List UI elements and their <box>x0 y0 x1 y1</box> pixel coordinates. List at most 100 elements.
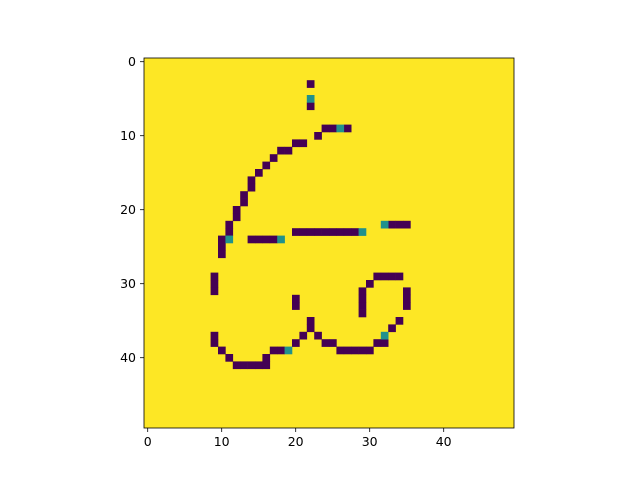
stroke-pixel <box>314 331 322 340</box>
stroke-pixel <box>336 346 345 355</box>
stroke-pixel <box>336 228 345 236</box>
stroke-pixel <box>262 361 271 370</box>
stroke-pixel <box>210 272 219 281</box>
mid-value-pixel <box>284 346 293 355</box>
stroke-pixel <box>306 317 315 325</box>
stroke-pixel <box>329 124 337 133</box>
stroke-pixel <box>380 272 389 281</box>
stroke-pixel <box>321 228 330 236</box>
stroke-pixel <box>247 235 256 244</box>
stroke-pixel <box>292 294 300 303</box>
stroke-pixel <box>225 228 234 236</box>
y-tick-label: 0 <box>128 54 136 69</box>
stroke-pixel <box>373 272 382 281</box>
stroke-pixel <box>255 361 263 370</box>
stroke-pixel <box>240 361 248 370</box>
stroke-pixel <box>262 161 271 170</box>
y-tick-label: 30 <box>120 276 136 291</box>
stroke-pixel <box>299 331 308 340</box>
stroke-pixel <box>232 213 241 222</box>
mid-value-pixel <box>358 228 367 236</box>
stroke-pixel <box>232 206 241 214</box>
stroke-pixel <box>306 102 315 111</box>
mid-value-pixel <box>225 235 234 244</box>
stroke-pixel <box>240 191 248 199</box>
stroke-pixel <box>306 80 315 88</box>
stroke-pixel <box>321 124 330 133</box>
mid-value-pixel <box>380 220 389 229</box>
stroke-pixel <box>277 146 285 155</box>
plot-area <box>143 57 515 429</box>
mid-value-pixel <box>336 124 345 133</box>
x-tick-label: 20 <box>288 434 304 449</box>
stroke-pixel <box>218 243 226 251</box>
stroke-pixel <box>210 331 219 340</box>
stroke-pixel <box>343 124 352 133</box>
stroke-pixel <box>225 354 234 362</box>
stroke-pixel <box>329 339 337 347</box>
stroke-pixel <box>210 339 219 347</box>
stroke-pixel <box>395 317 404 325</box>
stroke-pixel <box>388 324 396 333</box>
y-tick-label: 40 <box>120 350 136 365</box>
stroke-pixel <box>351 228 359 236</box>
x-tick-label: 0 <box>144 434 152 449</box>
stroke-pixel <box>343 228 352 236</box>
stroke-pixel <box>343 346 352 355</box>
stroke-pixel <box>314 132 322 140</box>
stroke-pixel <box>306 228 315 236</box>
stroke-pixel <box>292 302 300 310</box>
stroke-pixel <box>262 354 271 362</box>
stroke-pixel <box>218 235 226 244</box>
stroke-pixel <box>321 339 330 347</box>
stroke-pixel <box>380 339 389 347</box>
stroke-pixel <box>210 280 219 288</box>
y-tick-label: 20 <box>120 202 136 217</box>
stroke-pixel <box>232 361 241 370</box>
stroke-pixel <box>395 220 404 229</box>
stroke-pixel <box>403 294 411 303</box>
stroke-pixel <box>373 339 382 347</box>
stroke-pixel <box>284 146 293 155</box>
stroke-pixel <box>210 287 219 296</box>
stroke-pixel <box>262 235 271 244</box>
stroke-pixel <box>403 220 411 229</box>
stroke-pixel <box>247 183 256 192</box>
mid-value-pixel <box>380 331 389 340</box>
stroke-pixel <box>269 154 278 162</box>
stroke-pixel <box>388 272 396 281</box>
stroke-pixel <box>292 339 300 347</box>
stroke-pixel <box>292 139 300 148</box>
stroke-pixel <box>358 302 367 310</box>
stroke-pixel <box>255 169 263 177</box>
stroke-pixel <box>366 346 374 355</box>
stroke-pixel <box>247 361 256 370</box>
stroke-pixel <box>269 346 278 355</box>
stroke-pixel <box>395 272 404 281</box>
x-axis: 0 10 20 30 40 <box>144 428 452 449</box>
stroke-pixel <box>247 176 256 185</box>
x-tick-label: 40 <box>436 434 452 449</box>
stroke-pixel <box>329 228 337 236</box>
stroke-pixel <box>255 235 263 244</box>
stroke-pixel <box>403 302 411 310</box>
x-tick-label: 10 <box>214 434 230 449</box>
stroke-pixel <box>299 139 308 148</box>
x-tick-label: 30 <box>362 434 378 449</box>
mid-value-pixel <box>306 95 315 103</box>
stroke-pixel <box>277 346 285 355</box>
stroke-pixel <box>358 309 367 318</box>
stroke-pixel <box>314 228 322 236</box>
stroke-pixel <box>351 346 359 355</box>
image-background <box>144 58 514 428</box>
stroke-pixel <box>218 250 226 259</box>
stroke-pixel <box>269 235 278 244</box>
stroke-pixel <box>358 294 367 303</box>
stroke-pixel <box>292 228 300 236</box>
stroke-pixel <box>403 287 411 296</box>
stroke-pixel <box>358 287 367 296</box>
pixel-cells <box>210 80 411 370</box>
y-axis: 0 10 20 30 40 <box>120 54 144 365</box>
stroke-pixel <box>358 346 367 355</box>
